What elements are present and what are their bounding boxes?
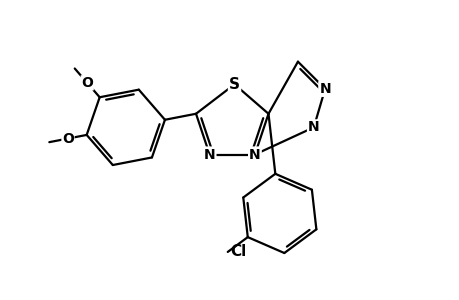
Text: N: N bbox=[249, 148, 260, 161]
Text: Cl: Cl bbox=[230, 244, 246, 260]
Text: O: O bbox=[62, 131, 74, 146]
Text: N: N bbox=[308, 120, 319, 134]
Text: S: S bbox=[229, 77, 240, 92]
Text: N: N bbox=[319, 82, 330, 96]
Text: O: O bbox=[81, 76, 93, 90]
Text: N: N bbox=[203, 148, 215, 161]
